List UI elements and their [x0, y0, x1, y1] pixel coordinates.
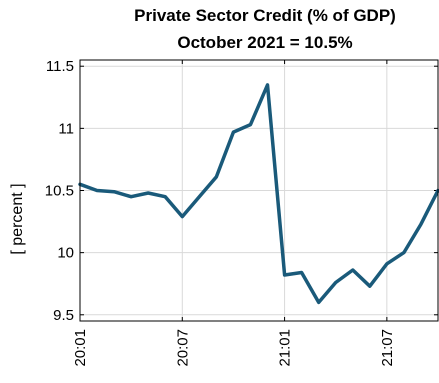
data-point — [198, 195, 201, 198]
y-tick-label: 11 — [58, 120, 74, 137]
grid — [79, 60, 438, 321]
data-point — [300, 271, 303, 274]
data-point — [181, 215, 184, 218]
y-tick-label: 11.5 — [46, 58, 74, 75]
series-group — [78, 83, 439, 305]
chart-subtitle: October 2021 = 10.5% — [177, 33, 352, 52]
chart-title: Private Sector Credit (% of GDP) — [134, 6, 396, 25]
data-point — [403, 251, 405, 254]
x-tick-labels: 20:01 20:07 21:01 21:07 — [72, 329, 396, 367]
data-point — [283, 274, 286, 276]
series-line — [78, 83, 439, 305]
ticks — [79, 60, 438, 321]
y-tick-label: 10 — [57, 245, 74, 262]
data-point — [351, 269, 354, 271]
x-tick-label: 20:01 — [72, 329, 89, 367]
x-tick-label: 20:07 — [174, 329, 191, 367]
data-point — [249, 123, 252, 126]
data-point — [130, 195, 132, 198]
data-point — [96, 189, 98, 192]
data-point — [386, 263, 388, 265]
data-point — [420, 223, 422, 225]
data-point — [232, 131, 235, 133]
x-tick-label: 21:07 — [379, 329, 396, 367]
y-tick-labels: 9.5 10 10.5 11 11.5 — [45, 58, 74, 324]
data-point — [369, 285, 371, 288]
plot-frame — [79, 59, 439, 322]
data-point — [147, 192, 149, 194]
data-point — [266, 84, 269, 86]
data-point — [215, 176, 218, 178]
x-tick-label: 21:01 — [277, 329, 294, 367]
data-point — [317, 301, 320, 304]
y-tick-label: 10.5 — [45, 183, 74, 200]
data-point — [113, 190, 115, 193]
data-point — [164, 195, 167, 198]
y-tick-label: 9.5 — [53, 307, 74, 324]
data-point — [334, 281, 337, 284]
y-axis-label: [ percent ] — [9, 183, 26, 254]
